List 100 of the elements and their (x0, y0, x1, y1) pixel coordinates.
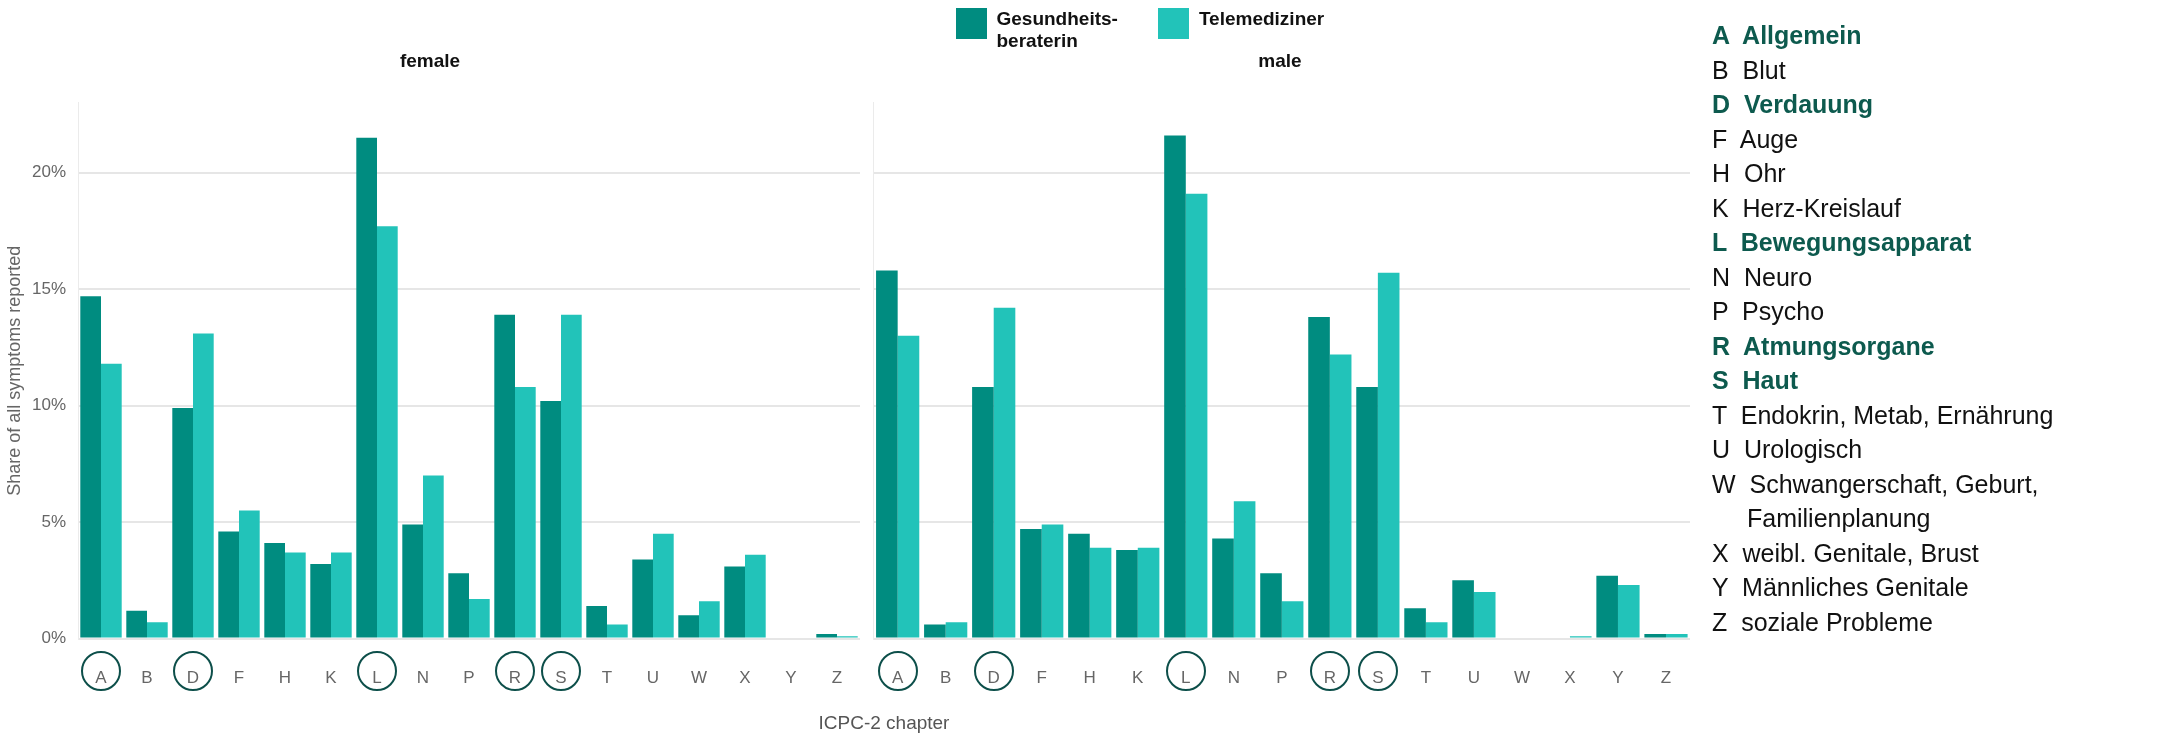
x-tick-label: H (1083, 668, 1096, 688)
bar (1404, 608, 1426, 638)
bar (218, 531, 239, 638)
x-tick-label: U (646, 668, 660, 688)
bar (331, 552, 352, 638)
x-tick-label: A (892, 668, 904, 688)
x-tick-label: F (233, 668, 245, 688)
text: R Atmungsorgane (1712, 330, 1936, 362)
text: L Bewegungsapparat (1712, 227, 1973, 258)
x-tick-label: R (508, 668, 522, 688)
x-tick-label: Z (1660, 668, 1672, 688)
x-tick-label: W (1513, 668, 1530, 688)
x-tick-label: B (141, 668, 153, 688)
x-tick-label: L (1181, 668, 1191, 688)
x-tick-label: S (555, 668, 567, 688)
text: U Urologisch (1712, 434, 1864, 465)
x-tick-label: D (987, 668, 1000, 688)
bar (1308, 317, 1330, 638)
legend-label: Gesundheits- beraterin (996, 8, 1118, 52)
x-tick-label: W (690, 668, 708, 688)
bar (494, 314, 515, 638)
x-tick-label: Y (785, 668, 797, 688)
bar (945, 622, 968, 638)
bar (993, 307, 1016, 638)
x-tick-label: S (1372, 668, 1384, 688)
bar (972, 387, 994, 638)
x-tick-label: P (1276, 668, 1288, 688)
text: D Verdauung (1712, 89, 1875, 120)
x-tick-label: K (325, 668, 338, 688)
y-tick-label: 10% (31, 395, 66, 415)
x-tick-label: N (1227, 668, 1240, 688)
bar (1233, 501, 1256, 638)
text: F Auge (1712, 123, 1800, 155)
bar (1452, 580, 1474, 638)
bar (678, 615, 699, 638)
bar (285, 552, 306, 638)
x-tick-label: L (372, 668, 382, 688)
x-tick-label: D (186, 668, 200, 688)
bar (561, 314, 582, 638)
bar (607, 624, 628, 638)
x-tick-label: F (1036, 668, 1047, 688)
x-tick-label: U (1467, 668, 1481, 688)
y-tick-label: 0% (41, 628, 66, 648)
bar (193, 333, 214, 638)
text: S Haut (1712, 365, 1800, 396)
chart-title: female (399, 49, 461, 71)
text: N Neuro (1712, 261, 1814, 293)
legend-label: Telemediziner (1198, 8, 1325, 30)
text: K Herz-Kreislauf (1712, 192, 1902, 224)
x-tick-label: T (1420, 668, 1432, 688)
bar (1473, 592, 1496, 638)
bar (1617, 585, 1640, 638)
bar (448, 573, 469, 638)
bar (515, 387, 536, 638)
bar (356, 137, 377, 638)
x-tick-label: P (463, 668, 475, 688)
y-tick-label: 20% (31, 162, 66, 182)
bar (172, 407, 193, 638)
bar (1089, 547, 1112, 638)
y-tick-label: 5% (41, 511, 66, 531)
bar (1596, 575, 1618, 638)
x-tick-label: Z (831, 668, 843, 688)
x-tick-label: N (416, 668, 430, 688)
text: H Ohr (1712, 158, 1787, 189)
bar (101, 363, 122, 638)
bar (310, 564, 331, 638)
bar (745, 554, 766, 638)
bar (1212, 538, 1234, 638)
x-tick-label: R (1323, 668, 1336, 688)
bar (1356, 387, 1378, 638)
bar (1425, 622, 1448, 638)
x-tick-label: Y (1612, 668, 1624, 688)
bar (264, 543, 285, 638)
bar (924, 624, 946, 638)
bar (239, 510, 260, 638)
text: T Endokrin, Metab, Ernährung (1712, 399, 2054, 431)
bar (632, 559, 653, 638)
bar (423, 475, 444, 638)
bar (1377, 272, 1400, 638)
bar (1137, 547, 1160, 638)
text: P Psycho (1712, 296, 1826, 327)
bar (1116, 550, 1138, 638)
text: Z soziale Probleme (1712, 606, 1934, 638)
x-tick-label: X (1564, 668, 1576, 688)
bar (80, 296, 101, 638)
bar (1329, 354, 1352, 638)
y-axis-title: Share of all symptoms reported (3, 245, 24, 496)
text: B Blut (1712, 54, 1787, 86)
text: Y Männliches Genitale (1712, 572, 1970, 603)
bar (402, 524, 423, 638)
bar (724, 566, 745, 638)
bar (1164, 135, 1186, 638)
text: W Schwangerschaft, Geburt, Familienplanung (1712, 468, 2040, 534)
bar (1644, 633, 1666, 638)
bar (1068, 533, 1090, 638)
x-tick-label: A (95, 668, 108, 688)
bar (1020, 529, 1042, 638)
bar (1185, 193, 1208, 638)
bar (1041, 524, 1064, 638)
bar (699, 601, 720, 638)
